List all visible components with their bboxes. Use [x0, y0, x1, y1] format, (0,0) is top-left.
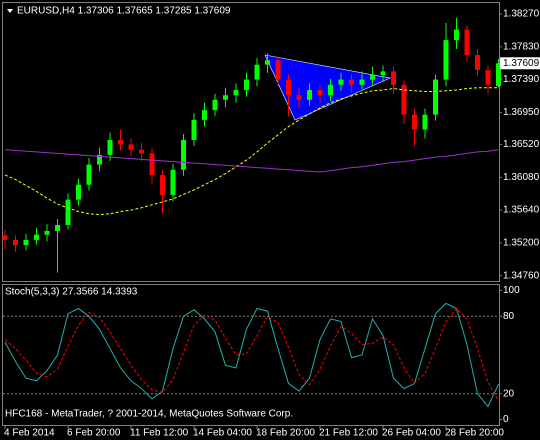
candle-body: [223, 95, 228, 100]
candle-body: [97, 154, 102, 165]
candle-body: [496, 63, 501, 86]
candle-body: [422, 114, 428, 130]
candle-body: [23, 239, 29, 246]
x-tick-label: 11 Feb 12:00: [130, 428, 189, 439]
candle-body: [170, 169, 176, 196]
candle-body: [475, 55, 480, 70]
candle-body: [65, 199, 71, 225]
y-tick-label: 1.35200: [503, 238, 540, 249]
x-tick-label: 6 Feb 20:00: [67, 428, 121, 439]
x-tick-label: 21 Feb 12:00: [319, 428, 378, 439]
y-tick-label: 1.34760: [503, 270, 540, 281]
candle-body: [118, 139, 123, 145]
y-tick-label: 1.36520: [503, 139, 540, 150]
y-tick-label: 1.36080: [503, 172, 540, 183]
y-tick-label: 1.35640: [503, 205, 540, 216]
chart-title: EURUSD,H4 1.37306 1.37665 1.37285 1.3760…: [17, 6, 231, 17]
candle-body: [412, 114, 417, 130]
candle-body: [359, 79, 365, 85]
candle-body: [391, 71, 396, 85]
line-series: [4, 87, 499, 216]
candle-body: [485, 69, 491, 85]
candle-body: [13, 239, 18, 246]
y-tick-label: 1.38270: [503, 9, 540, 20]
y-tick-label: 100: [503, 285, 520, 296]
candle-body: [2, 235, 8, 240]
candle-body: [338, 79, 344, 85]
candle-body: [254, 64, 260, 80]
candle-body: [160, 175, 165, 196]
candle-body: [191, 119, 197, 140]
x-tick-label: 18 Feb 20:00: [256, 428, 315, 439]
collapse-icon: [7, 9, 13, 13]
indicator-title: Stoch(5,3,3) 27.3566 14.3393: [5, 287, 138, 298]
stoch-pane-frame: [2, 284, 500, 426]
candle-body: [34, 234, 39, 240]
candle-body: [307, 90, 312, 100]
candle-body: [464, 29, 470, 56]
y-tick-label: 1.36950: [503, 107, 540, 118]
x-tick-label: 4 Feb 2014: [4, 428, 55, 439]
candle-body: [55, 224, 60, 231]
candle-body: [76, 184, 81, 200]
copyright: HFC168 - MetaTrader, ? 2001-2014, MetaQu…: [5, 409, 293, 420]
candle-body: [454, 29, 459, 41]
candle-body: [265, 60, 270, 65]
y-tick-label: 20: [503, 388, 515, 399]
candle-body: [181, 139, 186, 170]
x-tick-label: 14 Feb 04:00: [193, 428, 252, 439]
candle-body: [86, 164, 92, 185]
line-series: [4, 149, 499, 173]
y-tick-label: 1.37390: [503, 74, 540, 85]
price-pane-frame: [2, 2, 500, 282]
candle-body: [212, 99, 218, 111]
y-tick-label: 1.37830: [503, 41, 540, 52]
candle-body: [443, 40, 449, 80]
x-tick-label: 26 Feb 04:00: [382, 428, 441, 439]
candle-body: [401, 84, 407, 115]
line-series: [4, 307, 499, 402]
candle-body: [233, 90, 239, 96]
candle-body: [380, 71, 386, 76]
candle-body: [149, 153, 155, 176]
candle-body: [370, 75, 375, 80]
candle-body: [296, 95, 302, 100]
candle-body: [107, 139, 113, 155]
y-tick-label: 80: [503, 311, 515, 322]
candle-body: [202, 110, 207, 120]
candle-body: [139, 149, 144, 154]
candle-body: [44, 230, 50, 235]
candle-body: [275, 60, 281, 80]
x-tick-label: 28 Feb 20:00: [445, 428, 504, 439]
candle-body: [349, 79, 354, 85]
candle-body: [433, 79, 438, 115]
candle-body: [317, 90, 323, 96]
candle-body: [328, 84, 333, 96]
candle-body: [286, 79, 291, 96]
candle-body: [244, 79, 249, 91]
current-price-box: [500, 57, 540, 70]
y-tick-label: 0: [503, 414, 509, 425]
current-price-label: 1.37609: [503, 58, 540, 69]
candle-body: [128, 144, 134, 150]
